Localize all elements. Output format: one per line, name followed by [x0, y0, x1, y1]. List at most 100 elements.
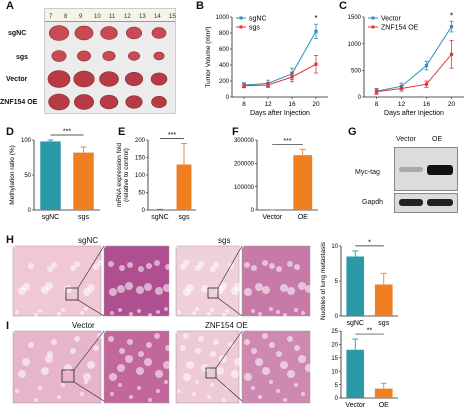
alveolar-space — [155, 370, 163, 378]
alveolar-space — [294, 345, 300, 351]
blot-gapdh-band-oe — [427, 199, 453, 206]
alveolar-space — [80, 311, 84, 315]
zoom-line — [217, 245, 243, 289]
alveolar-space — [146, 342, 152, 348]
alveolar-space — [156, 389, 160, 393]
alveolar-space — [93, 264, 99, 270]
y-tick-label: 100 — [21, 138, 32, 144]
x-tick-label: sgNC — [346, 320, 364, 327]
ruler-number: 15 — [169, 14, 176, 20]
alveolar-space — [283, 313, 287, 317]
alveolar-space — [87, 361, 95, 369]
legend-label: Vector — [381, 15, 402, 22]
data-point — [314, 62, 318, 66]
y-tick-label: 0 — [251, 208, 255, 214]
alveolar-space — [283, 398, 287, 402]
tumor-specimen — [99, 94, 119, 110]
tumor-specimen — [73, 70, 95, 88]
alveolar-space — [301, 311, 305, 315]
alveolar-space — [195, 380, 199, 384]
y-tick-label: 10 — [331, 244, 338, 250]
y-tick-label: 5 — [335, 383, 339, 389]
alveolar-space — [195, 307, 199, 311]
zoom-line — [215, 330, 243, 369]
alveolar-space — [186, 361, 194, 369]
y-tick-label: 10 — [331, 369, 338, 375]
alveolar-space — [129, 312, 133, 316]
zoom-box — [207, 287, 219, 299]
alveolar-space — [163, 361, 171, 369]
legend-label: sgs — [249, 24, 260, 31]
alveolar-space — [294, 383, 298, 387]
y-tick-label: 0 — [226, 95, 230, 101]
alveolar-space — [210, 308, 214, 312]
alveolar-space — [127, 339, 133, 345]
alveolar-space — [18, 370, 26, 378]
y-tick-label: 50 — [138, 191, 145, 197]
series-line-znf154-oe — [376, 54, 452, 93]
alveolar-space — [180, 345, 186, 351]
bar-sgnc — [346, 256, 365, 316]
alveolar-space — [51, 339, 57, 345]
histology-label-sgnc: sgNC — [78, 236, 99, 245]
legend-marker — [371, 25, 375, 29]
alveolar-space — [87, 284, 95, 292]
y-tick-label: 25 — [331, 329, 338, 335]
alveolar-space — [251, 348, 257, 354]
alveolar-space — [287, 287, 295, 295]
alveolar-space — [148, 398, 152, 402]
alveolar-space — [97, 260, 103, 266]
y-tick-label: 50 — [24, 173, 31, 179]
alveolar-space — [110, 392, 114, 396]
panel-letter-i: I — [6, 320, 10, 332]
x-tick-label: sgs — [378, 320, 389, 327]
alveolar-space — [137, 386, 141, 390]
alveolar-space — [119, 348, 125, 354]
alveolar-space — [195, 348, 201, 354]
chart-i: 0 5 10 15 20 25 Vector OE ** — [331, 328, 398, 408]
chart-h: 0 5 10 Nudoles of lung metastasis sgNC sgs * — [320, 239, 398, 327]
alveolar-space — [258, 395, 262, 399]
chart-d: 0 50 100 Methylation ratio (%) sgNC sgs *** — [9, 129, 100, 221]
alveolar-space — [244, 288, 252, 296]
zoom-line — [215, 377, 243, 402]
alveolar-space — [28, 342, 34, 348]
alveolar-space — [255, 358, 263, 366]
histology-sgs-high — [241, 245, 311, 317]
alveolar-space — [11, 244, 15, 248]
significance-mark: *** — [63, 129, 71, 136]
blot-row-myc-tag: Myc-tag — [355, 169, 380, 176]
alveolar-space — [45, 355, 53, 363]
legend-label: ZNF154 OE — [381, 24, 419, 31]
panel-letter-e: E — [118, 126, 126, 138]
alveolar-space — [61, 308, 65, 312]
y-tick-label: 0 — [28, 208, 32, 214]
histology-vector-low — [12, 330, 102, 404]
alveolar-space — [129, 395, 133, 399]
y-tick-label: 200000 — [234, 162, 255, 168]
alveolar-space — [109, 288, 117, 296]
alveolar-space — [74, 336, 80, 342]
alveolar-space — [298, 282, 306, 290]
tumor-specimen — [74, 25, 94, 41]
x-tick-label: sgNC — [42, 214, 60, 221]
alveolar-space — [28, 263, 34, 269]
y-tick-label: 150 — [135, 156, 146, 162]
ruler-number: 9 — [79, 14, 83, 20]
alveolar-space — [198, 261, 204, 267]
tumor-specimen — [48, 93, 70, 111]
alveolar-space — [287, 370, 295, 378]
alveolar-space — [222, 398, 226, 402]
alveolar-space — [262, 333, 268, 339]
zoom-box — [205, 367, 217, 379]
alveolar-space — [163, 284, 171, 292]
alveolar-space — [41, 367, 49, 375]
y-tick-label: 0 — [358, 95, 362, 101]
y-tick-label: 600 — [219, 47, 230, 53]
alveolar-space — [144, 283, 152, 291]
y-tick-label: 200 — [135, 138, 146, 144]
ruler-number: 7 — [49, 14, 53, 20]
alveolar-space — [174, 329, 178, 333]
alveolar-space — [22, 283, 30, 291]
chart-e: 0 50 100 150 200 mRNA expression fold(relativ… — [116, 132, 196, 221]
